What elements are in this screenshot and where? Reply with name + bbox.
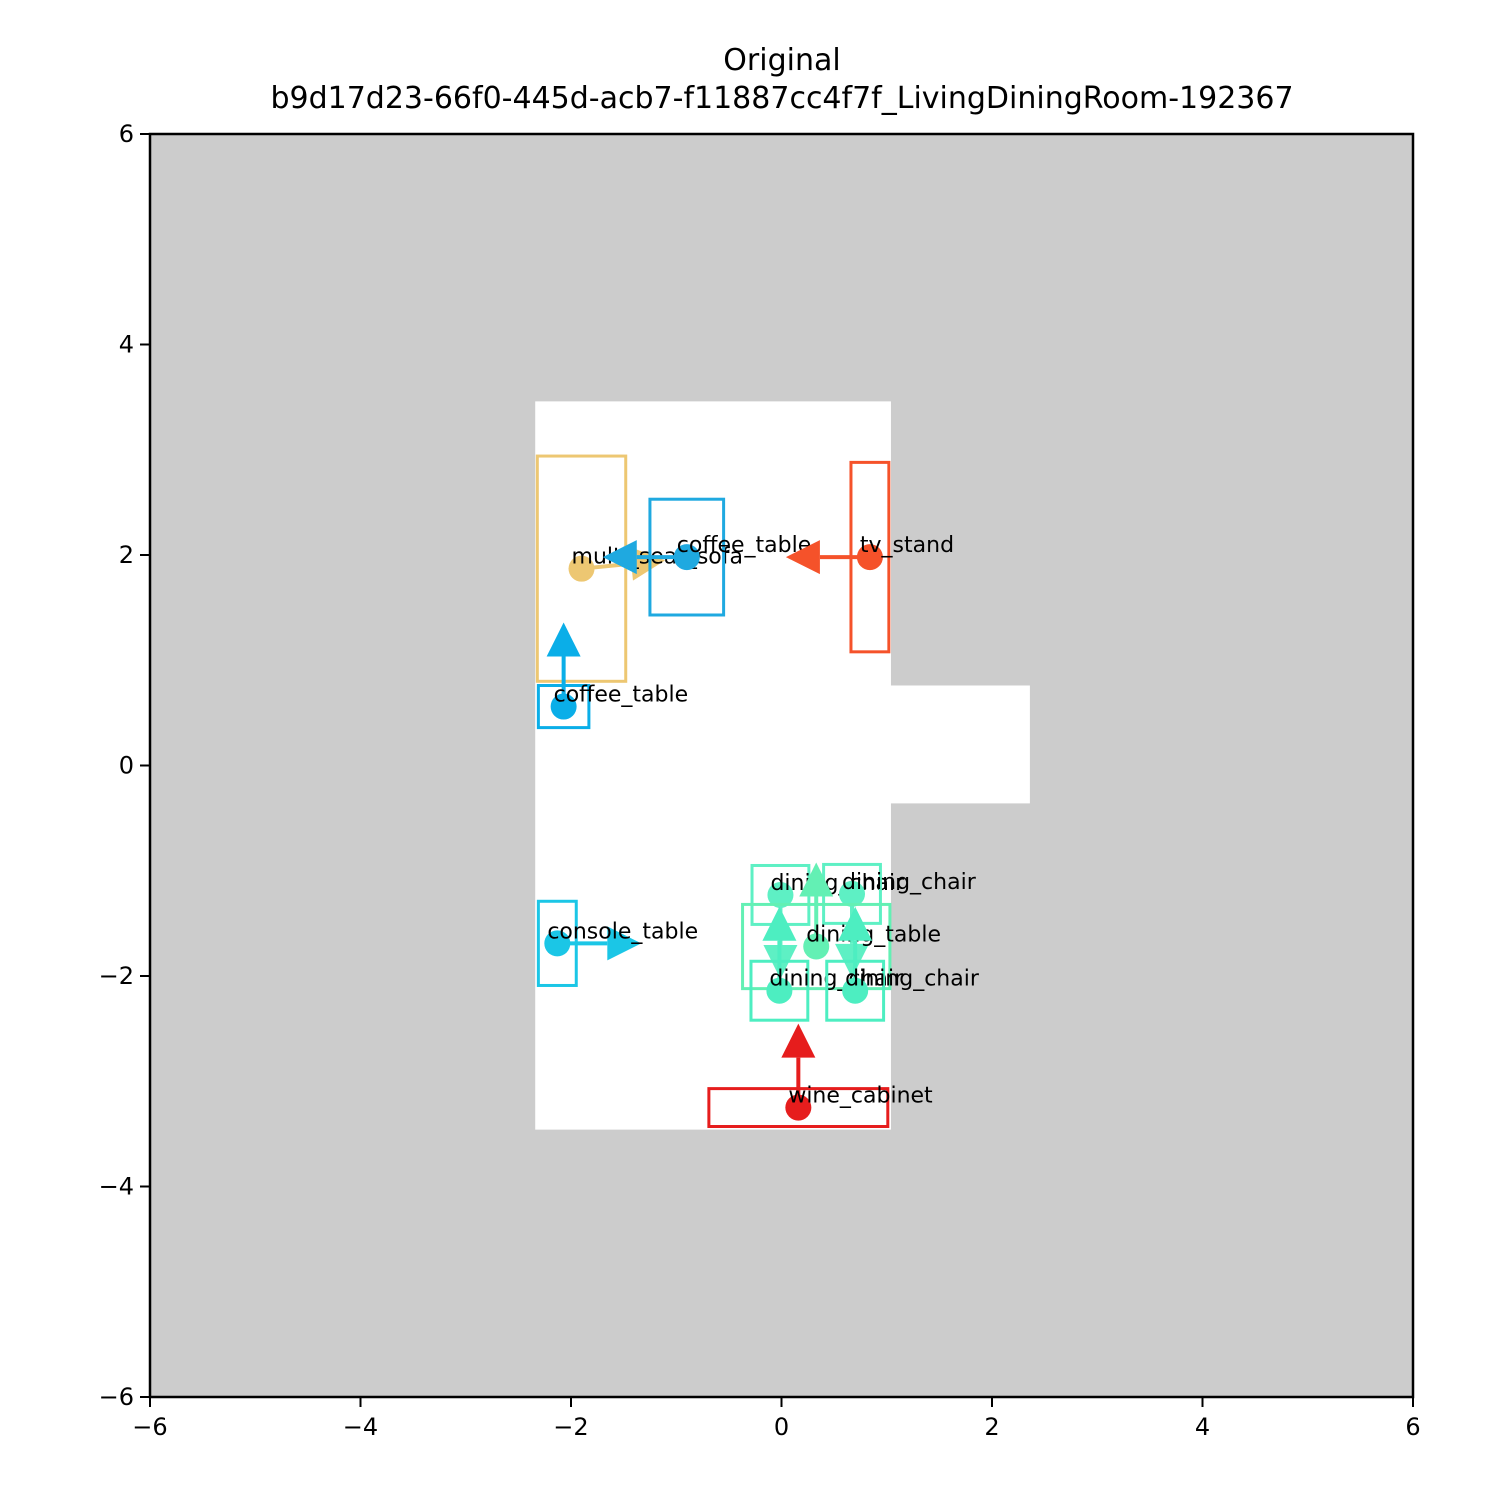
figure-title-line-2: b9d17d23-66f0-445d-acb7-f11887cc4f7f_Liv…: [270, 81, 1293, 116]
object-console-table: console_table: [536, 899, 698, 987]
x-tick-label: −6: [132, 1413, 167, 1441]
object-wine-cabinet: wine_cabinet: [707, 1023, 933, 1129]
y-tick-label: 6: [119, 120, 134, 148]
object-dining-chair: dining_chair: [749, 906, 904, 1022]
x-tick-label: 0: [774, 1413, 789, 1441]
tv-stand-center-marker: [856, 544, 883, 571]
y-tick-label: −6: [99, 1383, 134, 1411]
room-floor: [535, 401, 1030, 1130]
x-tick-label: 6: [1405, 1413, 1420, 1441]
y-tick-label: 2: [119, 541, 134, 569]
dining-table-label: dining_table: [806, 923, 941, 948]
object-dining-chair: dining_chair: [822, 862, 977, 978]
dining-chair-center-marker: [767, 881, 794, 908]
dining-chair-center-marker: [842, 977, 869, 1004]
coffee-table-center-marker: [673, 544, 700, 571]
dining-chair-center-marker: [839, 880, 866, 907]
wine-cabinet-label: wine_cabinet: [788, 1084, 933, 1109]
y-axis: −6 −4 −2 0 2 4 6: [99, 120, 150, 1411]
y-tick-label: 0: [119, 752, 134, 780]
x-axis: −6 −4 −2 0 2 4 6: [132, 1397, 1421, 1441]
dining-chair-direction-arrowhead: [762, 906, 797, 941]
coffee-table-direction-arrowhead: [546, 622, 581, 657]
dining-chair-center-marker: [766, 977, 793, 1004]
console-table-label: console_table: [547, 919, 698, 944]
dining-chair-label: dining_chair: [845, 967, 980, 992]
object-dining-chair: dining_chair: [825, 906, 980, 1022]
wine-cabinet-center-marker: [785, 1094, 812, 1121]
dining-chair-direction-arrowhead: [838, 906, 873, 941]
x-tick-label: −4: [343, 1413, 378, 1441]
figure-title-line-1: Original: [723, 43, 840, 78]
y-tick-label: 4: [119, 331, 134, 359]
object-coffee-table: coffee_table: [602, 497, 812, 617]
dining-chair-label: dining_chair: [769, 967, 904, 992]
coffee-table-center-marker: [550, 693, 577, 720]
coffee-table-direction-arrowhead: [602, 540, 637, 575]
y-tick-label: −2: [99, 962, 134, 990]
wine-cabinet-direction-arrowhead: [781, 1023, 816, 1058]
dining-chair-label: dining_chair: [842, 870, 977, 895]
coffee-table-label: coffee_table: [677, 533, 812, 558]
x-tick-label: 2: [984, 1413, 999, 1441]
dining-table-direction-arrowhead: [799, 862, 834, 897]
object-dining-table: dining_table: [741, 862, 941, 991]
console-table-direction-arrowhead: [607, 926, 642, 961]
x-tick-label: 4: [1195, 1413, 1210, 1441]
y-tick-label: −4: [99, 1173, 134, 1201]
coffee-table-label: coffee_table: [554, 683, 689, 708]
object-coffee-table: coffee_table: [536, 622, 689, 730]
object-multi-seat-sofa: multi_seat_sofa: [535, 454, 743, 683]
multi-seat-sofa-bbox: [535, 454, 628, 683]
multi-seat-sofa-center-marker: [568, 555, 595, 582]
dining-chair-label: dining_chair: [770, 871, 905, 896]
console-table-center-marker: [544, 930, 571, 957]
x-tick-label: −2: [553, 1413, 588, 1441]
tv-stand-direction-arrowhead: [785, 540, 820, 575]
dining-table-center-marker: [803, 933, 830, 960]
object-tv-stand: tv_stand: [785, 460, 954, 654]
tv-stand-label: tv_stand: [860, 533, 954, 558]
